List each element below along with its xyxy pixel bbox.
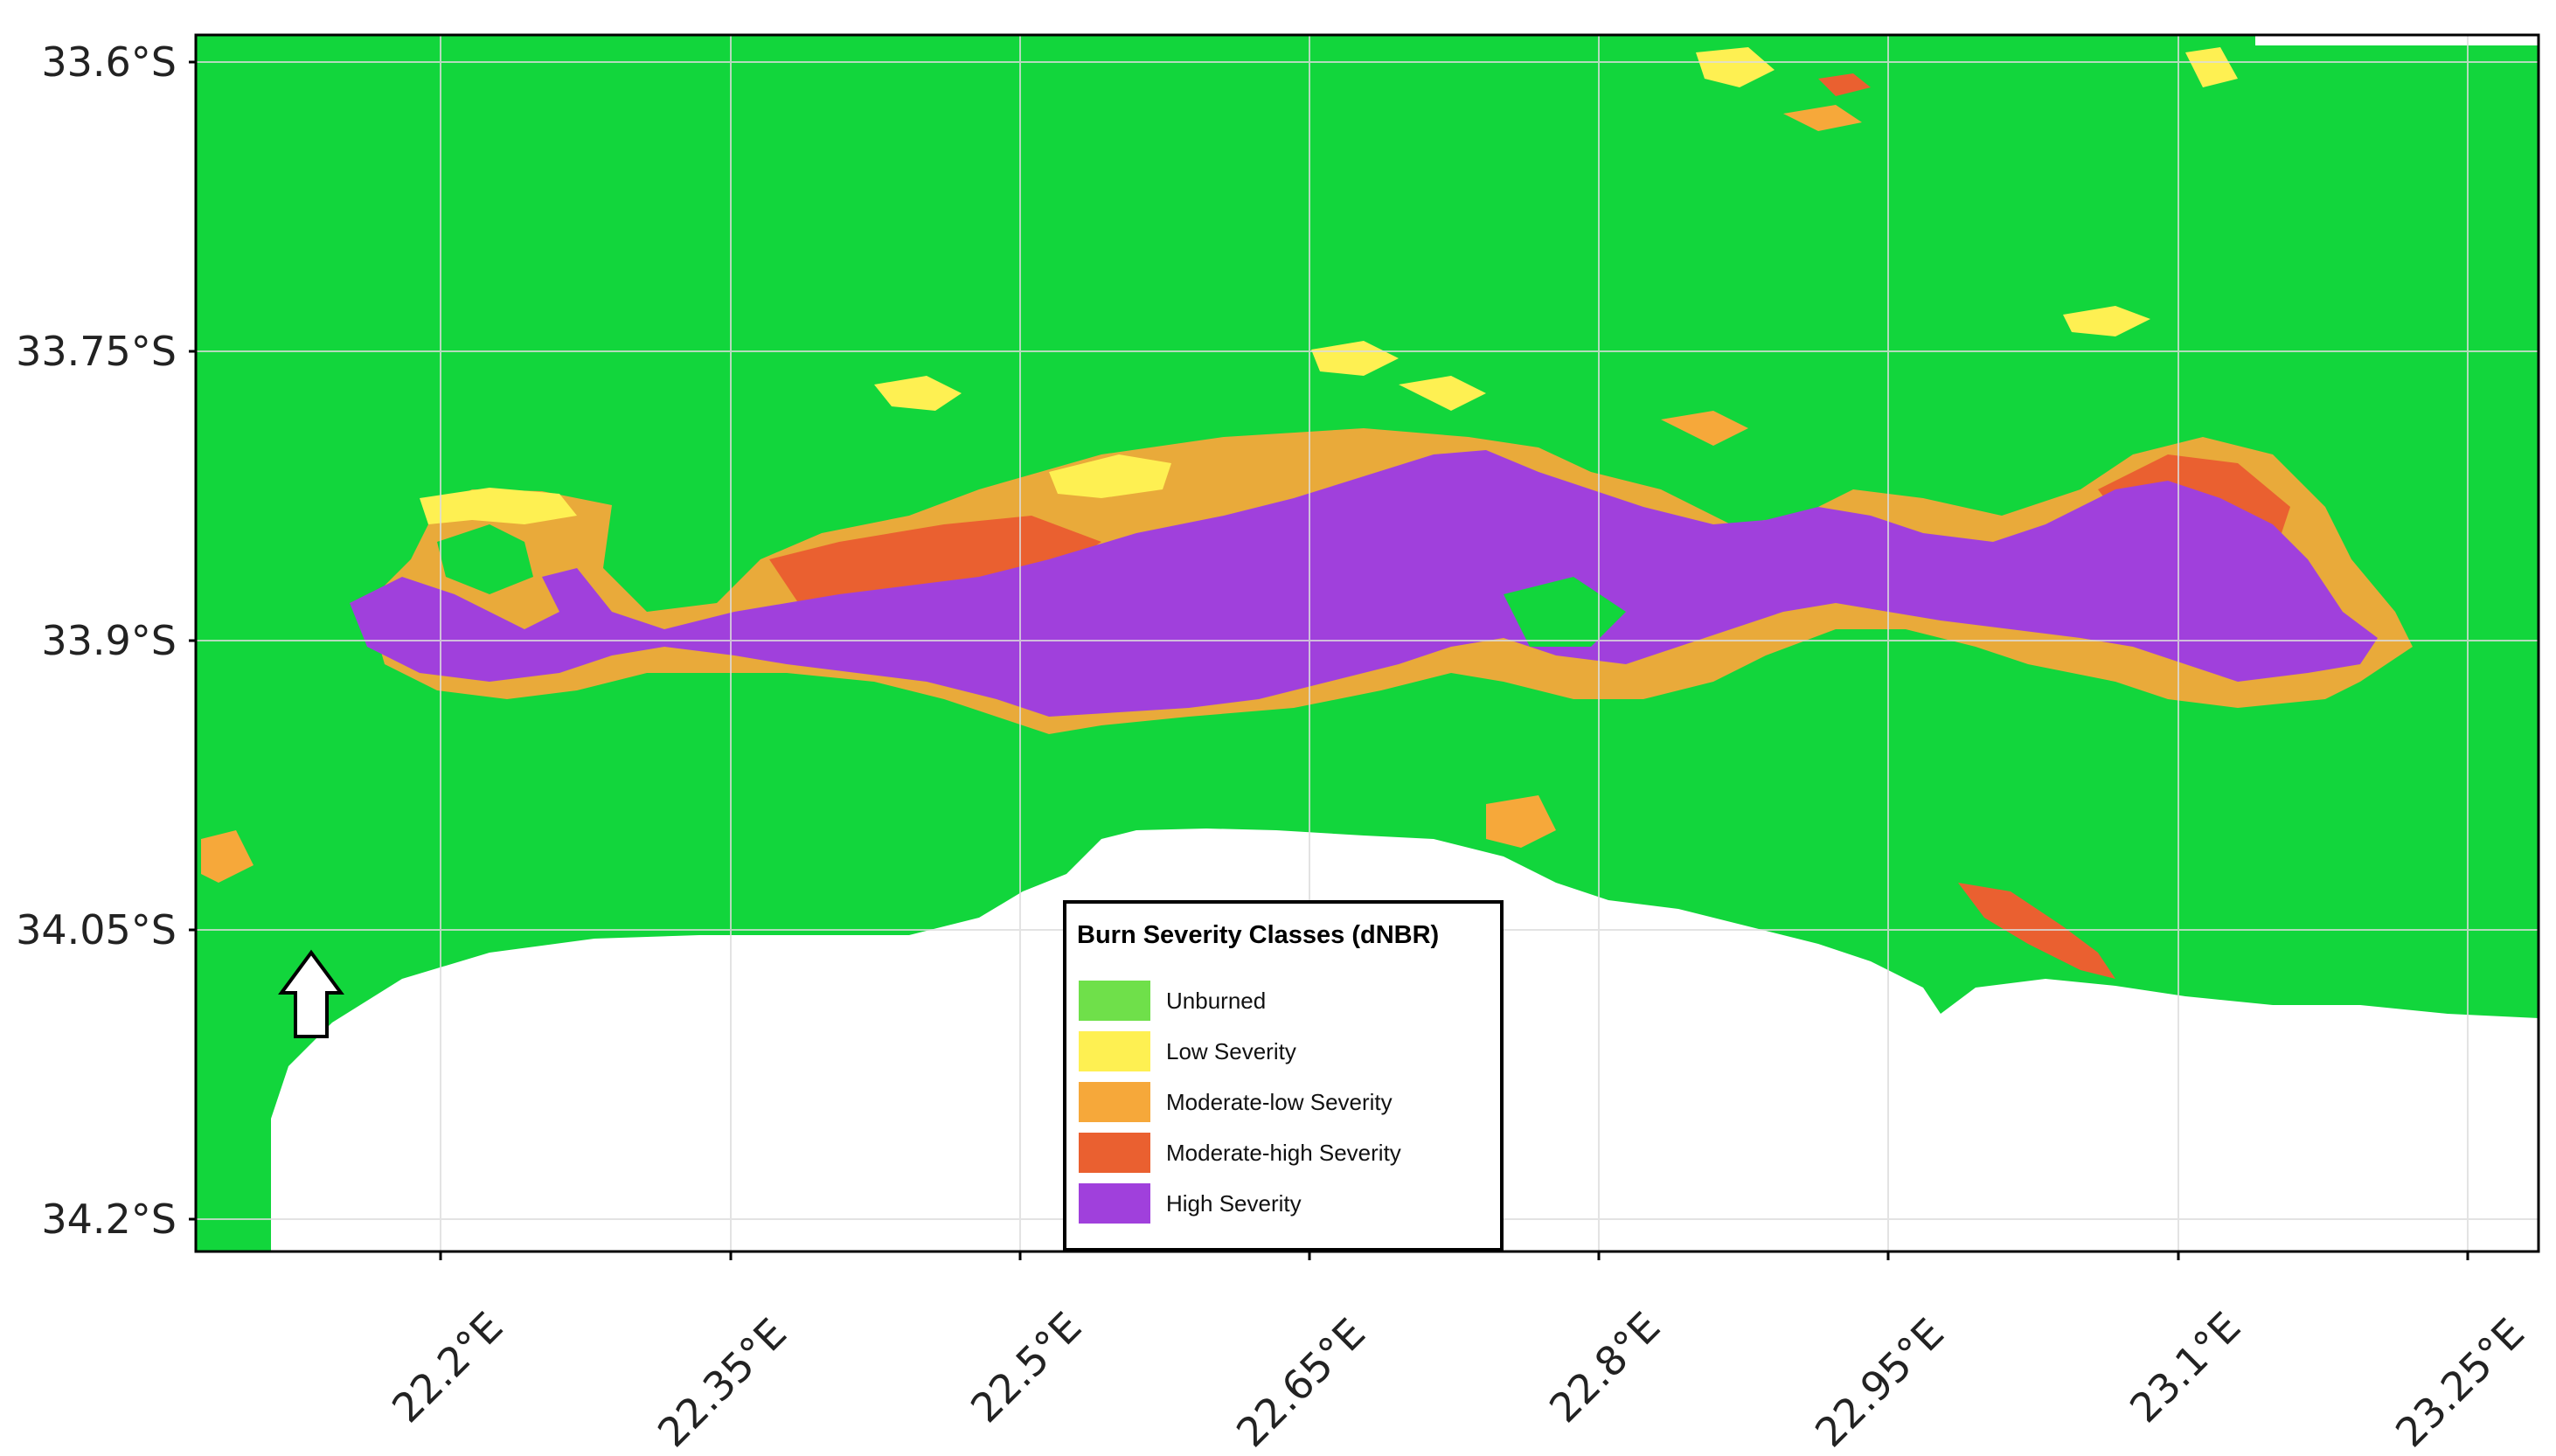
burn-low-severity-patch	[1696, 47, 1775, 87]
north-arrow-icon	[278, 949, 344, 1038]
legend-label: Moderate-high Severity	[1166, 1140, 1401, 1166]
burn-low-severity-patch	[1049, 454, 1171, 498]
lat-label: 33.6°S	[41, 38, 177, 86]
burn-moderate-low-patch	[1661, 411, 1748, 446]
map-frame	[194, 33, 2540, 1253]
burn-high-severity-region	[350, 450, 2378, 717]
burn-low-severity-patch	[874, 376, 962, 411]
unburned-island	[437, 524, 533, 594]
lat-label: 33.75°S	[16, 328, 177, 375]
burn-moderate-low-patch	[1486, 795, 1556, 848]
legend-label: High Severity	[1166, 1190, 1302, 1217]
legend-label: Moderate-low Severity	[1166, 1089, 1393, 1115]
legend-swatch	[1079, 981, 1150, 1021]
burn-low-severity-patch	[2063, 306, 2150, 336]
lat-label: 34.05°S	[16, 906, 177, 953]
legend-title: Burn Severity Classes (dNBR)	[1077, 921, 1440, 949]
lat-label: 33.9°S	[41, 617, 177, 664]
ocean-top-strip	[2255, 35, 2539, 45]
burn-low-severity-patch	[420, 488, 577, 524]
legend-swatch	[1079, 1133, 1150, 1173]
legend-label: Unburned	[1166, 988, 1267, 1014]
burn-low-severity-patch	[1399, 376, 1486, 411]
burn-scar-layer	[201, 47, 2413, 979]
lat-label: 34.2°S	[41, 1196, 177, 1243]
burn-low-severity-patch	[2185, 47, 2238, 87]
legend-label: Low Severity	[1166, 1038, 1296, 1064]
legend-swatch	[1079, 1031, 1150, 1071]
burn-moderate-low-patch	[1783, 105, 1862, 131]
legend-box: Burn Severity Classes (dNBR) Unburned Lo…	[1063, 900, 1504, 1251]
graticule-grid	[196, 35, 2539, 1251]
burn-moderate-low-patch	[201, 830, 254, 883]
legend-swatch	[1079, 1183, 1150, 1224]
unburned-island	[1504, 577, 1626, 647]
legend-swatch	[1079, 1082, 1150, 1122]
burn-moderate-high-region	[769, 516, 1101, 612]
burn-moderate-high-patch	[1818, 73, 1871, 96]
burn-low-severity-patch	[1311, 341, 1399, 376]
